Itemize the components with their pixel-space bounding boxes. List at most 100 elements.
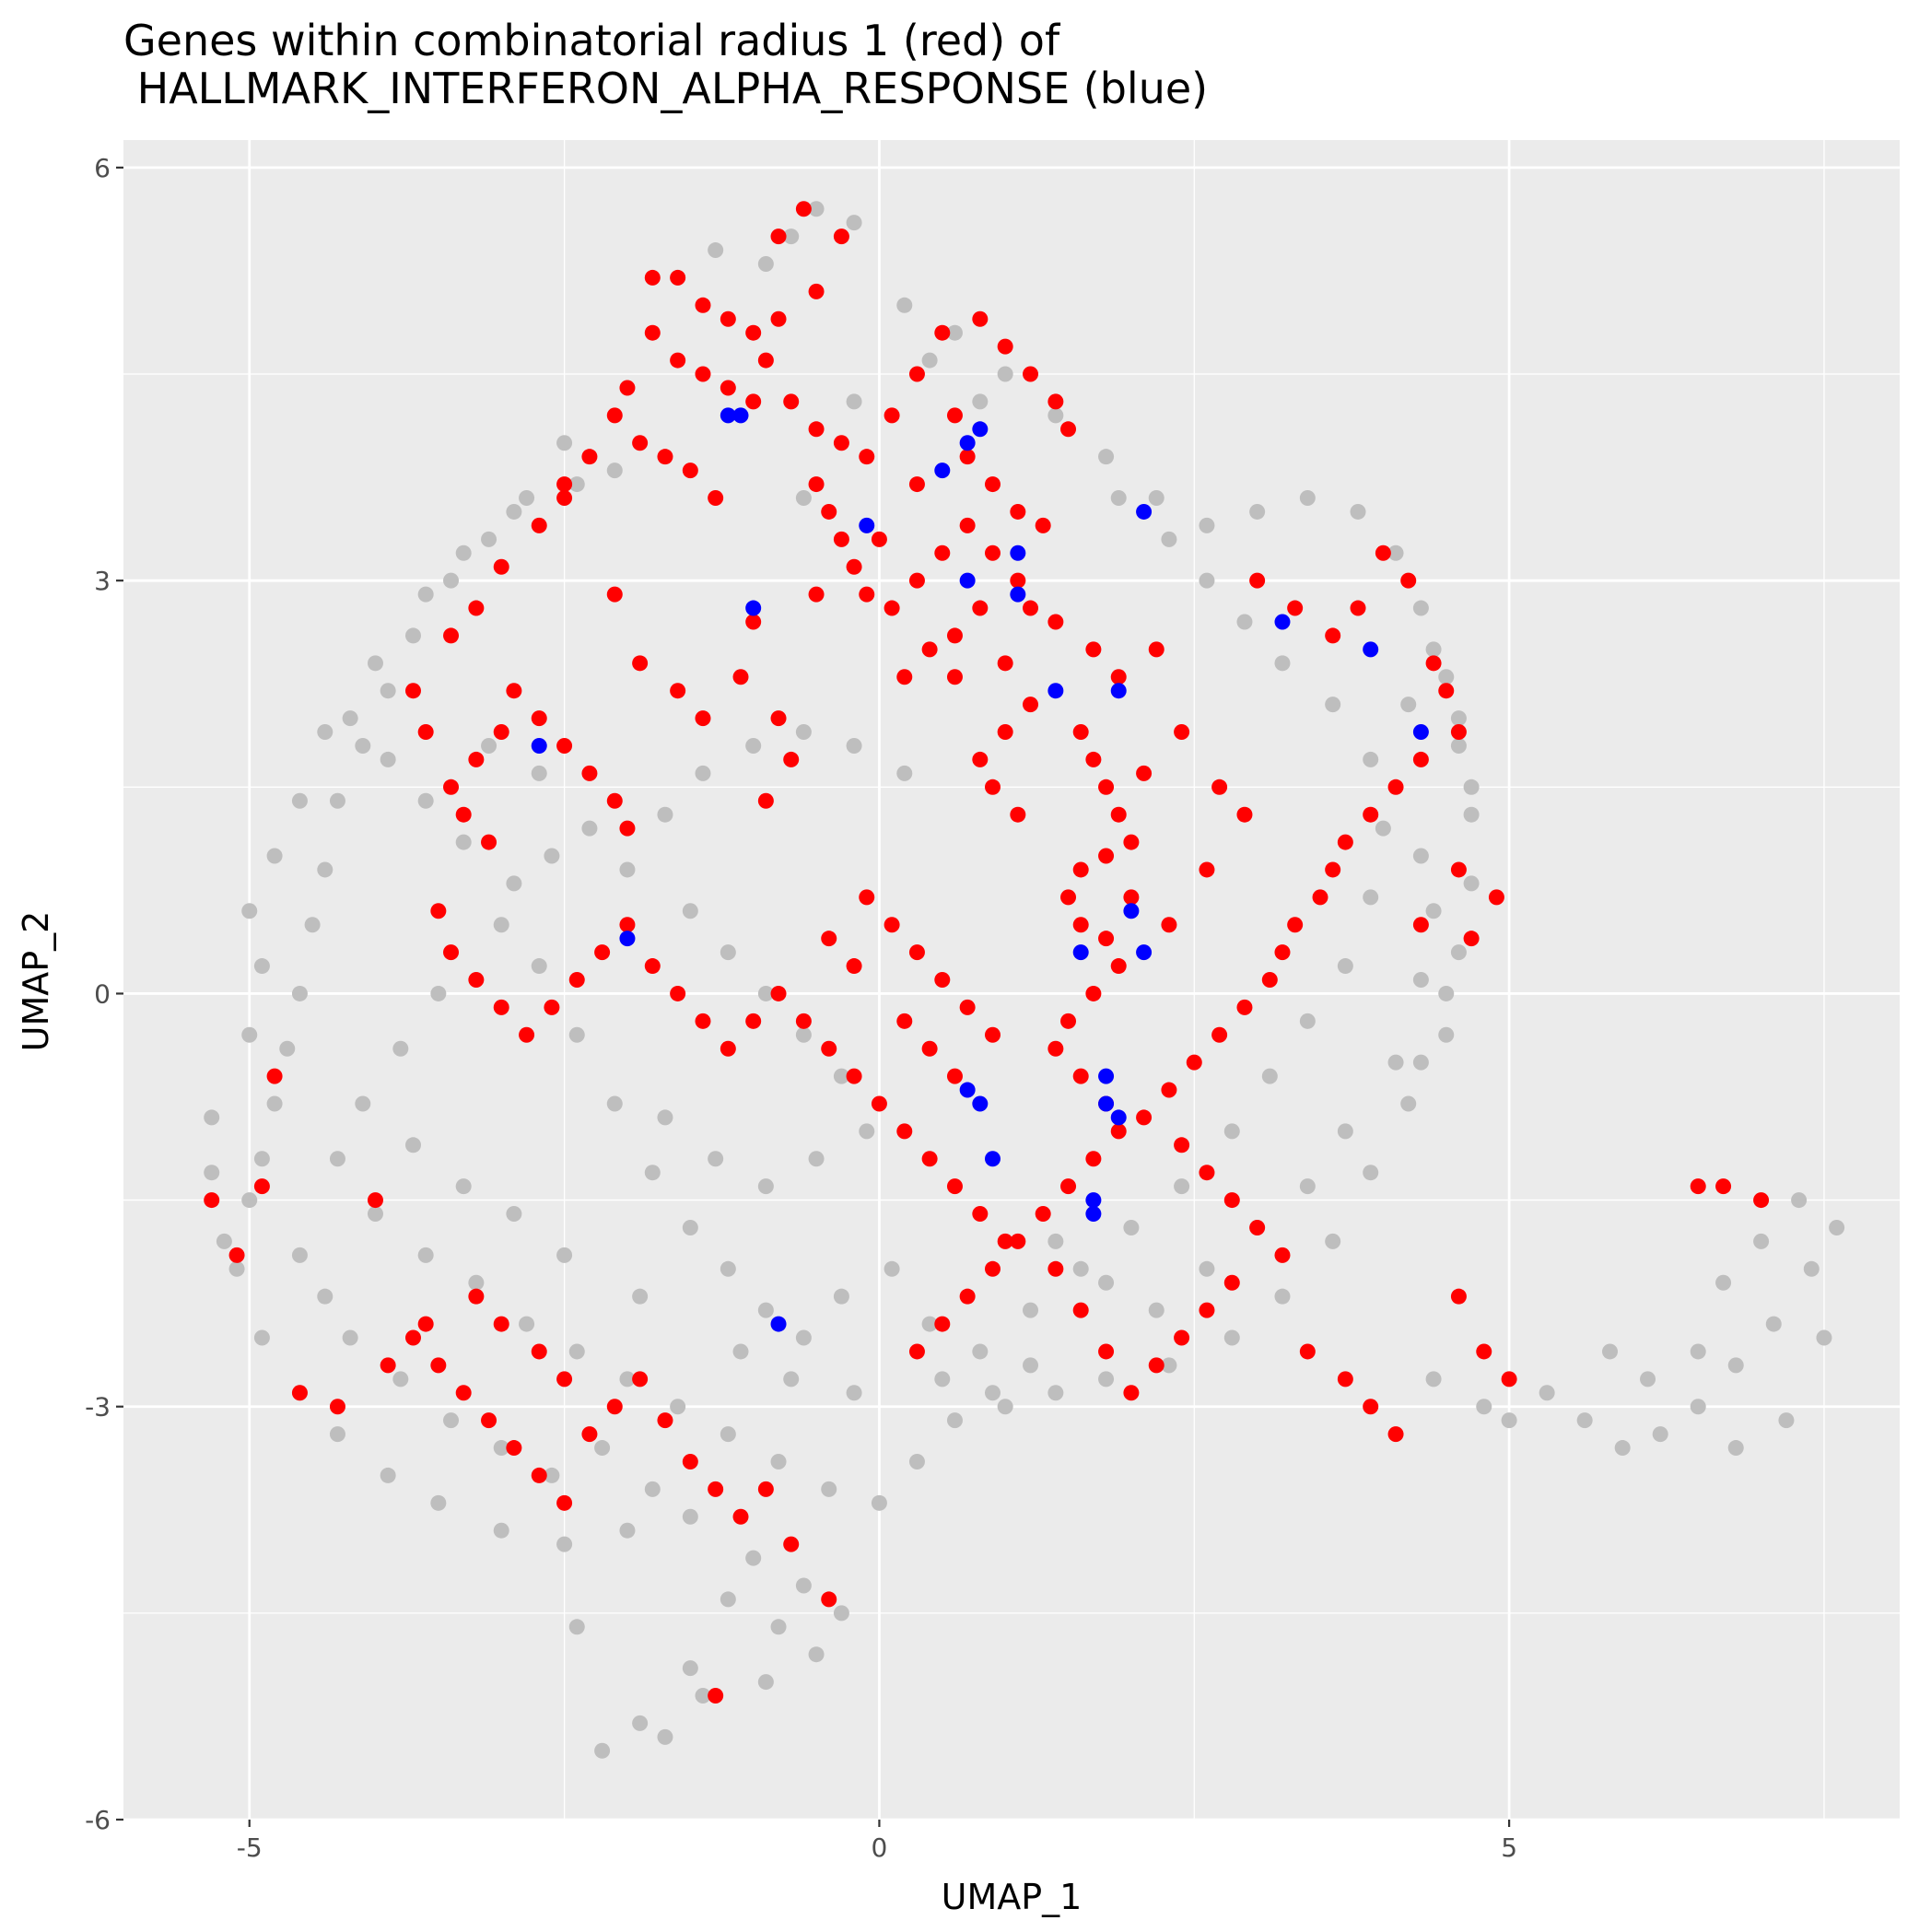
data-point-series-1 bbox=[770, 710, 787, 727]
data-point-series-2 bbox=[1047, 683, 1064, 699]
data-point-series-0 bbox=[846, 215, 862, 231]
data-point-series-1 bbox=[481, 834, 497, 850]
data-point-series-0 bbox=[481, 531, 497, 547]
data-point-series-0 bbox=[1463, 875, 1480, 892]
data-point-series-0 bbox=[1375, 820, 1391, 837]
data-point-series-1 bbox=[1098, 1343, 1115, 1360]
data-point-series-0 bbox=[946, 1412, 963, 1429]
data-point-series-0 bbox=[417, 1247, 434, 1263]
data-point-series-1 bbox=[946, 407, 963, 424]
y-axis-title: UMAP_2 bbox=[16, 911, 56, 1052]
data-point-series-1 bbox=[1035, 1206, 1051, 1223]
data-point-series-1 bbox=[1072, 724, 1089, 741]
data-point-series-1 bbox=[720, 380, 736, 396]
data-point-series-0 bbox=[1727, 1440, 1744, 1457]
data-point-series-0 bbox=[1539, 1385, 1555, 1401]
data-point-series-0 bbox=[1715, 1274, 1732, 1291]
data-point-series-0 bbox=[1072, 1260, 1089, 1277]
data-point-series-0 bbox=[1350, 503, 1366, 520]
data-point-series-0 bbox=[632, 1715, 649, 1731]
data-point-series-1 bbox=[934, 544, 951, 561]
data-point-series-0 bbox=[606, 1095, 623, 1112]
data-point-series-1 bbox=[732, 1508, 749, 1525]
data-point-series-1 bbox=[1387, 1426, 1404, 1443]
data-point-series-0 bbox=[1236, 614, 1253, 630]
data-point-series-0 bbox=[1047, 1385, 1064, 1401]
data-point-series-0 bbox=[997, 366, 1013, 382]
data-point-series-0 bbox=[581, 820, 598, 837]
data-point-series-0 bbox=[506, 503, 522, 520]
data-point-series-0 bbox=[317, 861, 334, 878]
data-point-series-0 bbox=[1829, 1219, 1845, 1235]
data-point-series-0 bbox=[1363, 751, 1379, 767]
data-point-series-0 bbox=[1690, 1399, 1706, 1415]
data-point-series-1 bbox=[946, 1068, 963, 1084]
data-point-series-1 bbox=[291, 1385, 308, 1401]
data-point-series-1 bbox=[1249, 1219, 1266, 1235]
data-point-series-1 bbox=[946, 627, 963, 644]
data-point-series-0 bbox=[908, 1453, 925, 1469]
data-point-series-0 bbox=[519, 490, 535, 507]
data-point-series-1 bbox=[1501, 1371, 1517, 1388]
data-point-series-0 bbox=[228, 1260, 245, 1277]
data-point-series-0 bbox=[859, 1123, 875, 1140]
data-point-series-0 bbox=[1299, 1178, 1316, 1195]
data-point-series-1 bbox=[1223, 1274, 1240, 1291]
data-point-series-0 bbox=[1412, 972, 1429, 988]
data-point-series-2 bbox=[531, 737, 547, 754]
data-point-series-0 bbox=[606, 463, 623, 479]
data-point-series-2 bbox=[1110, 1109, 1127, 1126]
data-point-series-2 bbox=[1136, 503, 1153, 520]
data-point-series-0 bbox=[204, 1109, 220, 1126]
data-point-series-1 bbox=[1350, 600, 1366, 616]
data-point-series-0 bbox=[568, 1343, 585, 1360]
data-point-series-1 bbox=[1425, 655, 1442, 672]
data-point-series-0 bbox=[884, 1260, 900, 1277]
data-point-series-0 bbox=[304, 917, 321, 933]
data-point-series-1 bbox=[732, 669, 749, 685]
data-point-series-1 bbox=[228, 1247, 245, 1263]
data-point-series-1 bbox=[821, 1591, 837, 1608]
data-point-series-0 bbox=[1425, 903, 1442, 919]
data-point-series-0 bbox=[1199, 572, 1215, 589]
data-point-series-1 bbox=[1047, 1260, 1064, 1277]
data-point-series-0 bbox=[795, 1329, 812, 1346]
data-point-series-1 bbox=[1072, 917, 1089, 933]
data-point-series-1 bbox=[859, 889, 875, 906]
data-point-series-1 bbox=[1136, 1109, 1153, 1126]
data-point-series-2 bbox=[1136, 944, 1153, 961]
data-point-series-0 bbox=[455, 544, 472, 561]
data-point-series-1 bbox=[695, 366, 711, 382]
data-point-series-1 bbox=[896, 1123, 913, 1140]
data-point-series-1 bbox=[657, 1412, 673, 1429]
data-point-series-1 bbox=[380, 1357, 396, 1374]
data-point-series-1 bbox=[606, 1399, 623, 1415]
data-point-series-1 bbox=[808, 283, 825, 299]
data-point-series-1 bbox=[1072, 1068, 1089, 1084]
data-point-series-1 bbox=[468, 972, 485, 988]
data-point-series-1 bbox=[783, 751, 800, 767]
data-point-series-2 bbox=[1412, 724, 1429, 741]
data-point-series-2 bbox=[1085, 1206, 1102, 1223]
data-point-series-1 bbox=[1274, 944, 1291, 961]
data-point-series-2 bbox=[1098, 1095, 1115, 1112]
data-point-series-0 bbox=[342, 1329, 358, 1346]
data-point-series-0 bbox=[1753, 1233, 1770, 1249]
data-point-series-0 bbox=[720, 944, 736, 961]
data-point-series-1 bbox=[846, 958, 862, 975]
data-point-series-1 bbox=[1047, 1040, 1064, 1057]
data-point-series-0 bbox=[443, 572, 460, 589]
data-point-series-1 bbox=[833, 435, 849, 451]
data-point-series-1 bbox=[493, 558, 509, 575]
x-tick-label: -5 bbox=[237, 1832, 263, 1863]
data-point-series-0 bbox=[1450, 710, 1467, 727]
data-point-series-1 bbox=[1148, 1357, 1164, 1374]
data-point-series-1 bbox=[859, 449, 875, 465]
data-point-series-0 bbox=[241, 903, 258, 919]
y-tick-label: 3 bbox=[94, 566, 111, 596]
data-point-series-1 bbox=[1072, 861, 1089, 878]
x-axis-title: UMAP_1 bbox=[942, 1877, 1083, 1917]
data-point-series-1 bbox=[404, 1329, 421, 1346]
data-point-series-0 bbox=[757, 985, 774, 1001]
data-point-series-0 bbox=[795, 1026, 812, 1043]
